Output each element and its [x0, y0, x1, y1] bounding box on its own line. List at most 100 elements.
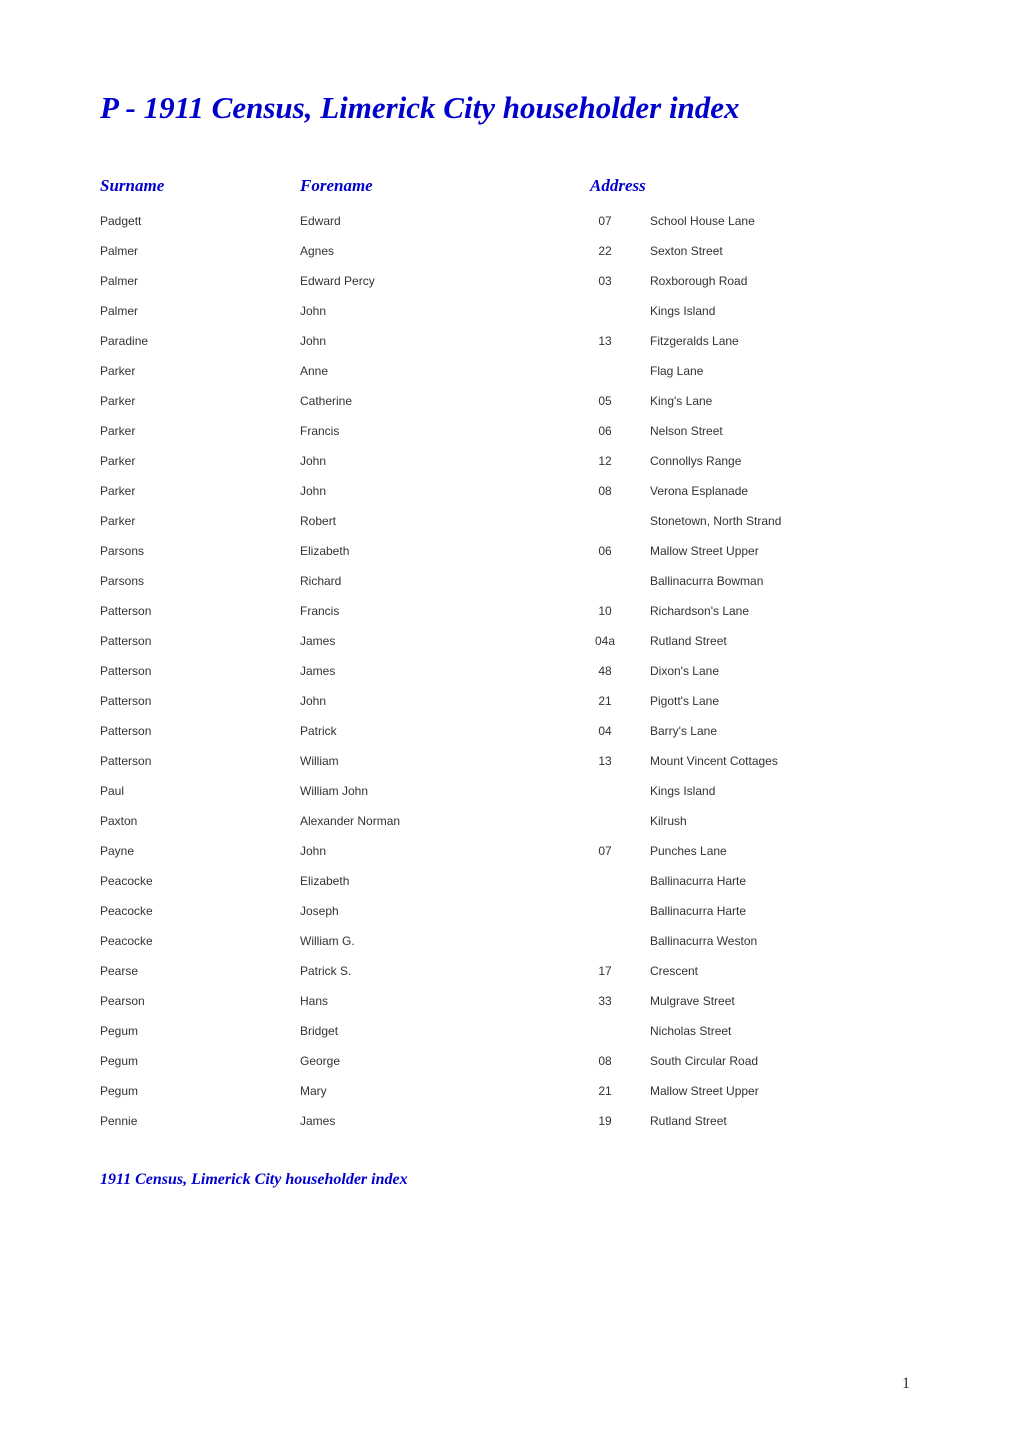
- cell-address: Sexton Street: [650, 236, 920, 266]
- cell-address: Mallow Street Upper: [650, 536, 920, 566]
- cell-address: Verona Esplanade: [650, 476, 920, 506]
- cell-number: 13: [560, 326, 650, 356]
- table-row: PadgettEdward07School House Lane: [100, 206, 920, 236]
- cell-surname: Patterson: [100, 656, 300, 686]
- cell-forename: Patrick S.: [300, 956, 560, 986]
- cell-forename: Alexander Norman: [300, 806, 560, 836]
- cell-number: 21: [560, 686, 650, 716]
- cell-forename: Robert: [300, 506, 560, 536]
- cell-forename: John: [300, 476, 560, 506]
- cell-address: Mount Vincent Cottages: [650, 746, 920, 776]
- table-row: ParkerFrancis06Nelson Street: [100, 416, 920, 446]
- table-row: PayneJohn07Punches Lane: [100, 836, 920, 866]
- table-row: ParsonsRichardBallinacurra Bowman: [100, 566, 920, 596]
- cell-surname: Parker: [100, 506, 300, 536]
- cell-number: [560, 806, 650, 836]
- cell-address: Fitzgeralds Lane: [650, 326, 920, 356]
- cell-surname: Patterson: [100, 626, 300, 656]
- cell-forename: Joseph: [300, 896, 560, 926]
- cell-number: 12: [560, 446, 650, 476]
- cell-number: 13: [560, 746, 650, 776]
- cell-number: [560, 296, 650, 326]
- table-row: PegumGeorge08South Circular Road: [100, 1046, 920, 1076]
- header-address-blank: [650, 176, 920, 206]
- cell-address: Ballinacurra Weston: [650, 926, 920, 956]
- table-row: PattersonJames48Dixon's Lane: [100, 656, 920, 686]
- census-table-body: PadgettEdward07School House LanePalmerAg…: [100, 206, 920, 1136]
- table-row: PegumMary21Mallow Street Upper: [100, 1076, 920, 1106]
- cell-forename: James: [300, 626, 560, 656]
- cell-surname: Patterson: [100, 746, 300, 776]
- cell-number: 04: [560, 716, 650, 746]
- cell-address: Kilrush: [650, 806, 920, 836]
- cell-address: Rutland Street: [650, 626, 920, 656]
- cell-surname: Payne: [100, 836, 300, 866]
- cell-number: [560, 776, 650, 806]
- table-row: PalmerEdward Percy03Roxborough Road: [100, 266, 920, 296]
- cell-surname: Pennie: [100, 1106, 300, 1136]
- cell-forename: John: [300, 326, 560, 356]
- cell-forename: Edward Percy: [300, 266, 560, 296]
- cell-address: Kings Island: [650, 776, 920, 806]
- cell-address: Dixon's Lane: [650, 656, 920, 686]
- cell-number: [560, 506, 650, 536]
- cell-surname: Palmer: [100, 236, 300, 266]
- cell-forename: James: [300, 1106, 560, 1136]
- cell-forename: William John: [300, 776, 560, 806]
- table-row: PeacockeWilliam G.Ballinacurra Weston: [100, 926, 920, 956]
- cell-address: Nelson Street: [650, 416, 920, 446]
- cell-address: South Circular Road: [650, 1046, 920, 1076]
- cell-forename: Hans: [300, 986, 560, 1016]
- cell-number: 48: [560, 656, 650, 686]
- cell-number: 05: [560, 386, 650, 416]
- table-row: ParsonsElizabeth06Mallow Street Upper: [100, 536, 920, 566]
- cell-address: Mallow Street Upper: [650, 1076, 920, 1106]
- header-surname: Surname: [100, 176, 300, 206]
- table-row: PennieJames19Rutland Street: [100, 1106, 920, 1136]
- table-row: PalmerJohnKings Island: [100, 296, 920, 326]
- cell-address: Kings Island: [650, 296, 920, 326]
- table-row: PearsePatrick S.17Crescent: [100, 956, 920, 986]
- cell-forename: Bridget: [300, 1016, 560, 1046]
- cell-forename: John: [300, 836, 560, 866]
- cell-surname: Patterson: [100, 716, 300, 746]
- cell-address: Crescent: [650, 956, 920, 986]
- table-row: ParkerAnneFlag Lane: [100, 356, 920, 386]
- cell-surname: Pearson: [100, 986, 300, 1016]
- cell-forename: Edward: [300, 206, 560, 236]
- table-row: PattersonPatrick04Barry's Lane: [100, 716, 920, 746]
- cell-forename: William: [300, 746, 560, 776]
- table-row: PeacockeElizabethBallinacurra Harte: [100, 866, 920, 896]
- cell-number: 17: [560, 956, 650, 986]
- table-row: PaxtonAlexander Norman Kilrush: [100, 806, 920, 836]
- cell-address: School House Lane: [650, 206, 920, 236]
- cell-number: 08: [560, 476, 650, 506]
- cell-number: 19: [560, 1106, 650, 1136]
- cell-address: Pigott's Lane: [650, 686, 920, 716]
- cell-surname: Paxton: [100, 806, 300, 836]
- cell-number: [560, 866, 650, 896]
- cell-forename: Mary: [300, 1076, 560, 1106]
- cell-address: Richardson's Lane: [650, 596, 920, 626]
- cell-forename: Catherine: [300, 386, 560, 416]
- table-header-row: Surname Forename Address: [100, 176, 920, 206]
- cell-address: Rutland Street: [650, 1106, 920, 1136]
- cell-forename: Patrick: [300, 716, 560, 746]
- cell-surname: Peacocke: [100, 896, 300, 926]
- cell-address: Punches Lane: [650, 836, 920, 866]
- table-row: PearsonHans33Mulgrave Street: [100, 986, 920, 1016]
- cell-number: 06: [560, 416, 650, 446]
- cell-address: Barry's Lane: [650, 716, 920, 746]
- cell-address: Mulgrave Street: [650, 986, 920, 1016]
- table-row: PattersonJohn21Pigott's Lane: [100, 686, 920, 716]
- cell-surname: Pegum: [100, 1016, 300, 1046]
- cell-surname: Paradine: [100, 326, 300, 356]
- cell-surname: Pegum: [100, 1076, 300, 1106]
- cell-forename: Richard: [300, 566, 560, 596]
- table-row: PattersonWilliam13Mount Vincent Cottages: [100, 746, 920, 776]
- cell-surname: Parker: [100, 356, 300, 386]
- cell-surname: Parker: [100, 416, 300, 446]
- cell-address: Ballinacurra Bowman: [650, 566, 920, 596]
- table-row: PattersonFrancis10Richardson's Lane: [100, 596, 920, 626]
- cell-surname: Patterson: [100, 686, 300, 716]
